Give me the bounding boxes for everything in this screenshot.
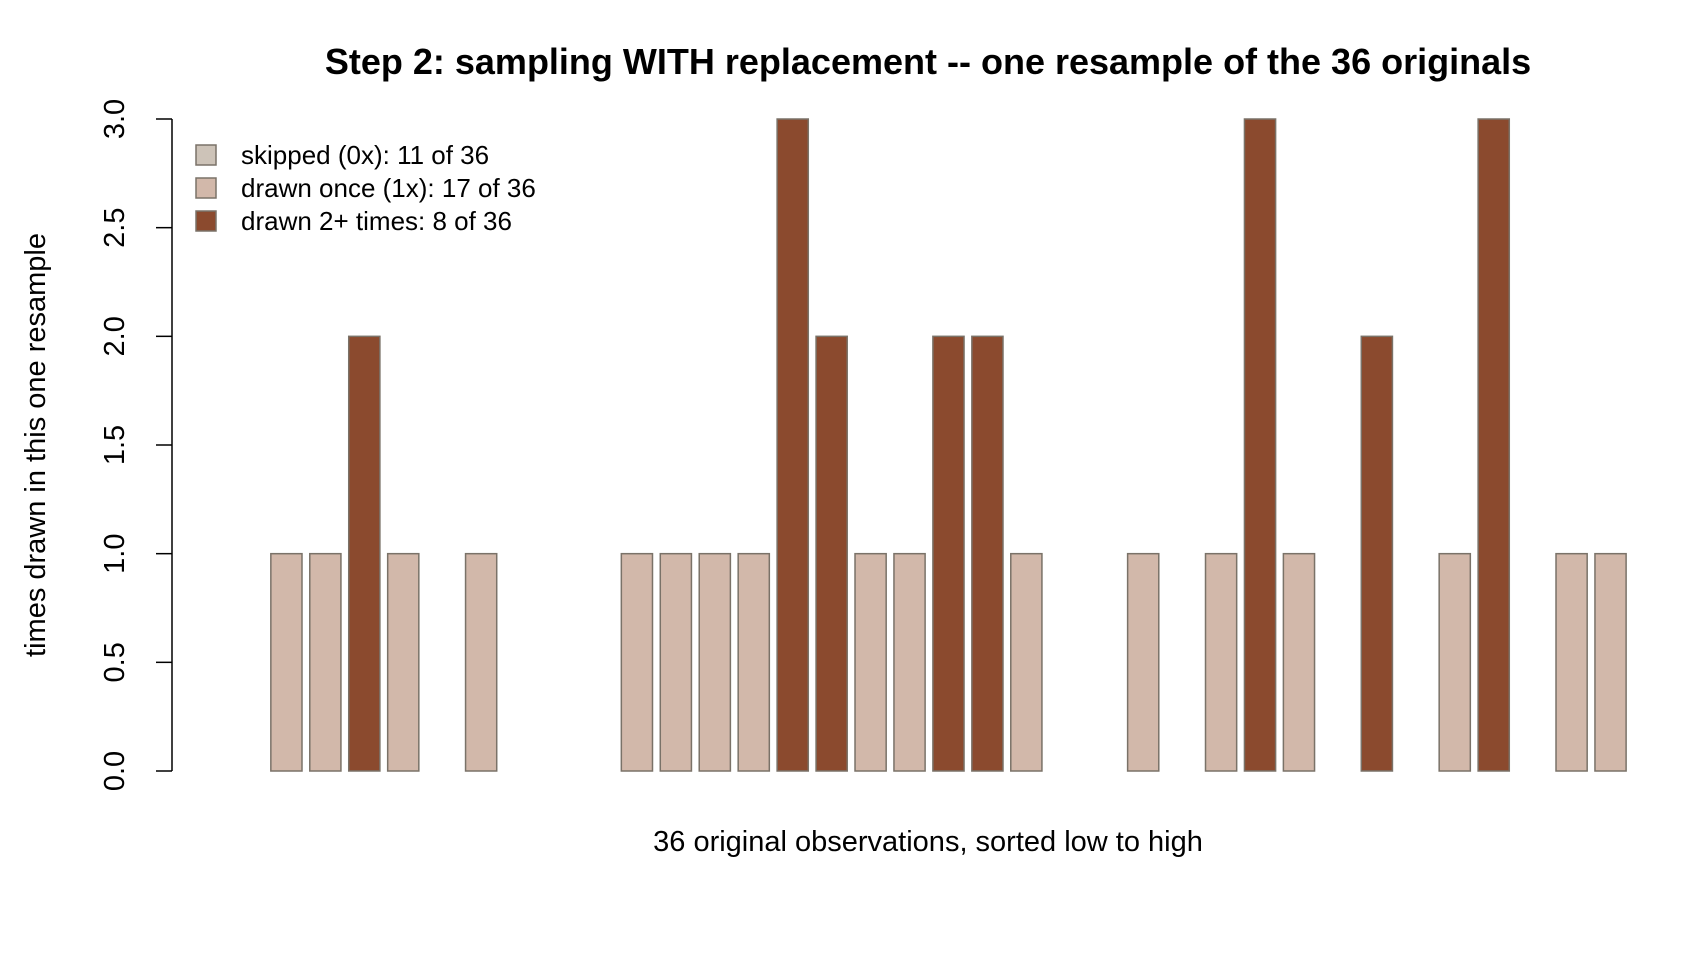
bar: [1282, 552, 1316, 772]
bar: [815, 335, 848, 772]
y-tick-label: 2.0: [99, 316, 131, 356]
bar: [1126, 552, 1160, 772]
bar: [347, 335, 381, 772]
legend-swatch: [195, 144, 217, 166]
bar: [1477, 118, 1511, 772]
x-axis-label: 36 original observations, sorted low to …: [653, 826, 1203, 858]
y-tick-label: 1.5: [99, 425, 131, 465]
bar: [659, 552, 693, 772]
legend-swatch: [195, 177, 217, 199]
bar: [386, 552, 420, 772]
bar: [464, 552, 498, 772]
legend-label: drawn 2+ times: 8 of 36: [241, 206, 512, 236]
legend-label: skipped (0x): 11 of 36: [241, 140, 489, 170]
bar: [1438, 552, 1472, 772]
bar: [698, 552, 732, 772]
y-tick-label: 2.5: [99, 208, 131, 248]
bar: [893, 552, 926, 772]
bar: [1010, 552, 1043, 772]
bar: [776, 118, 810, 772]
bar: [737, 552, 771, 772]
bar: [1555, 552, 1588, 772]
bar: [854, 552, 887, 772]
bar: [1204, 552, 1238, 772]
chart-title: Step 2: sampling WITH replacement -- one…: [325, 41, 1531, 82]
bar: [620, 552, 654, 772]
y-axis-label: times drawn in this one resample: [20, 233, 52, 657]
bar: [309, 552, 342, 772]
bar: [971, 335, 1004, 772]
y-tick-label: 0.5: [99, 642, 131, 682]
bars-group: [270, 118, 1627, 772]
y-tick-label: 3.0: [99, 99, 131, 139]
legend-label: drawn once (1x): 17 of 36: [241, 173, 536, 203]
bar: [1243, 118, 1277, 772]
y-tick-label: 0.0: [99, 751, 131, 791]
bar: [1360, 335, 1394, 772]
bar: [932, 335, 965, 772]
legend-swatch: [195, 210, 217, 232]
bar: [270, 552, 303, 772]
bar: [1594, 552, 1627, 772]
y-axis: 0.0 0.5 1.0 1.5 2.0 2.5 3.0: [99, 99, 173, 791]
y-tick-label: 1.0: [99, 534, 131, 574]
